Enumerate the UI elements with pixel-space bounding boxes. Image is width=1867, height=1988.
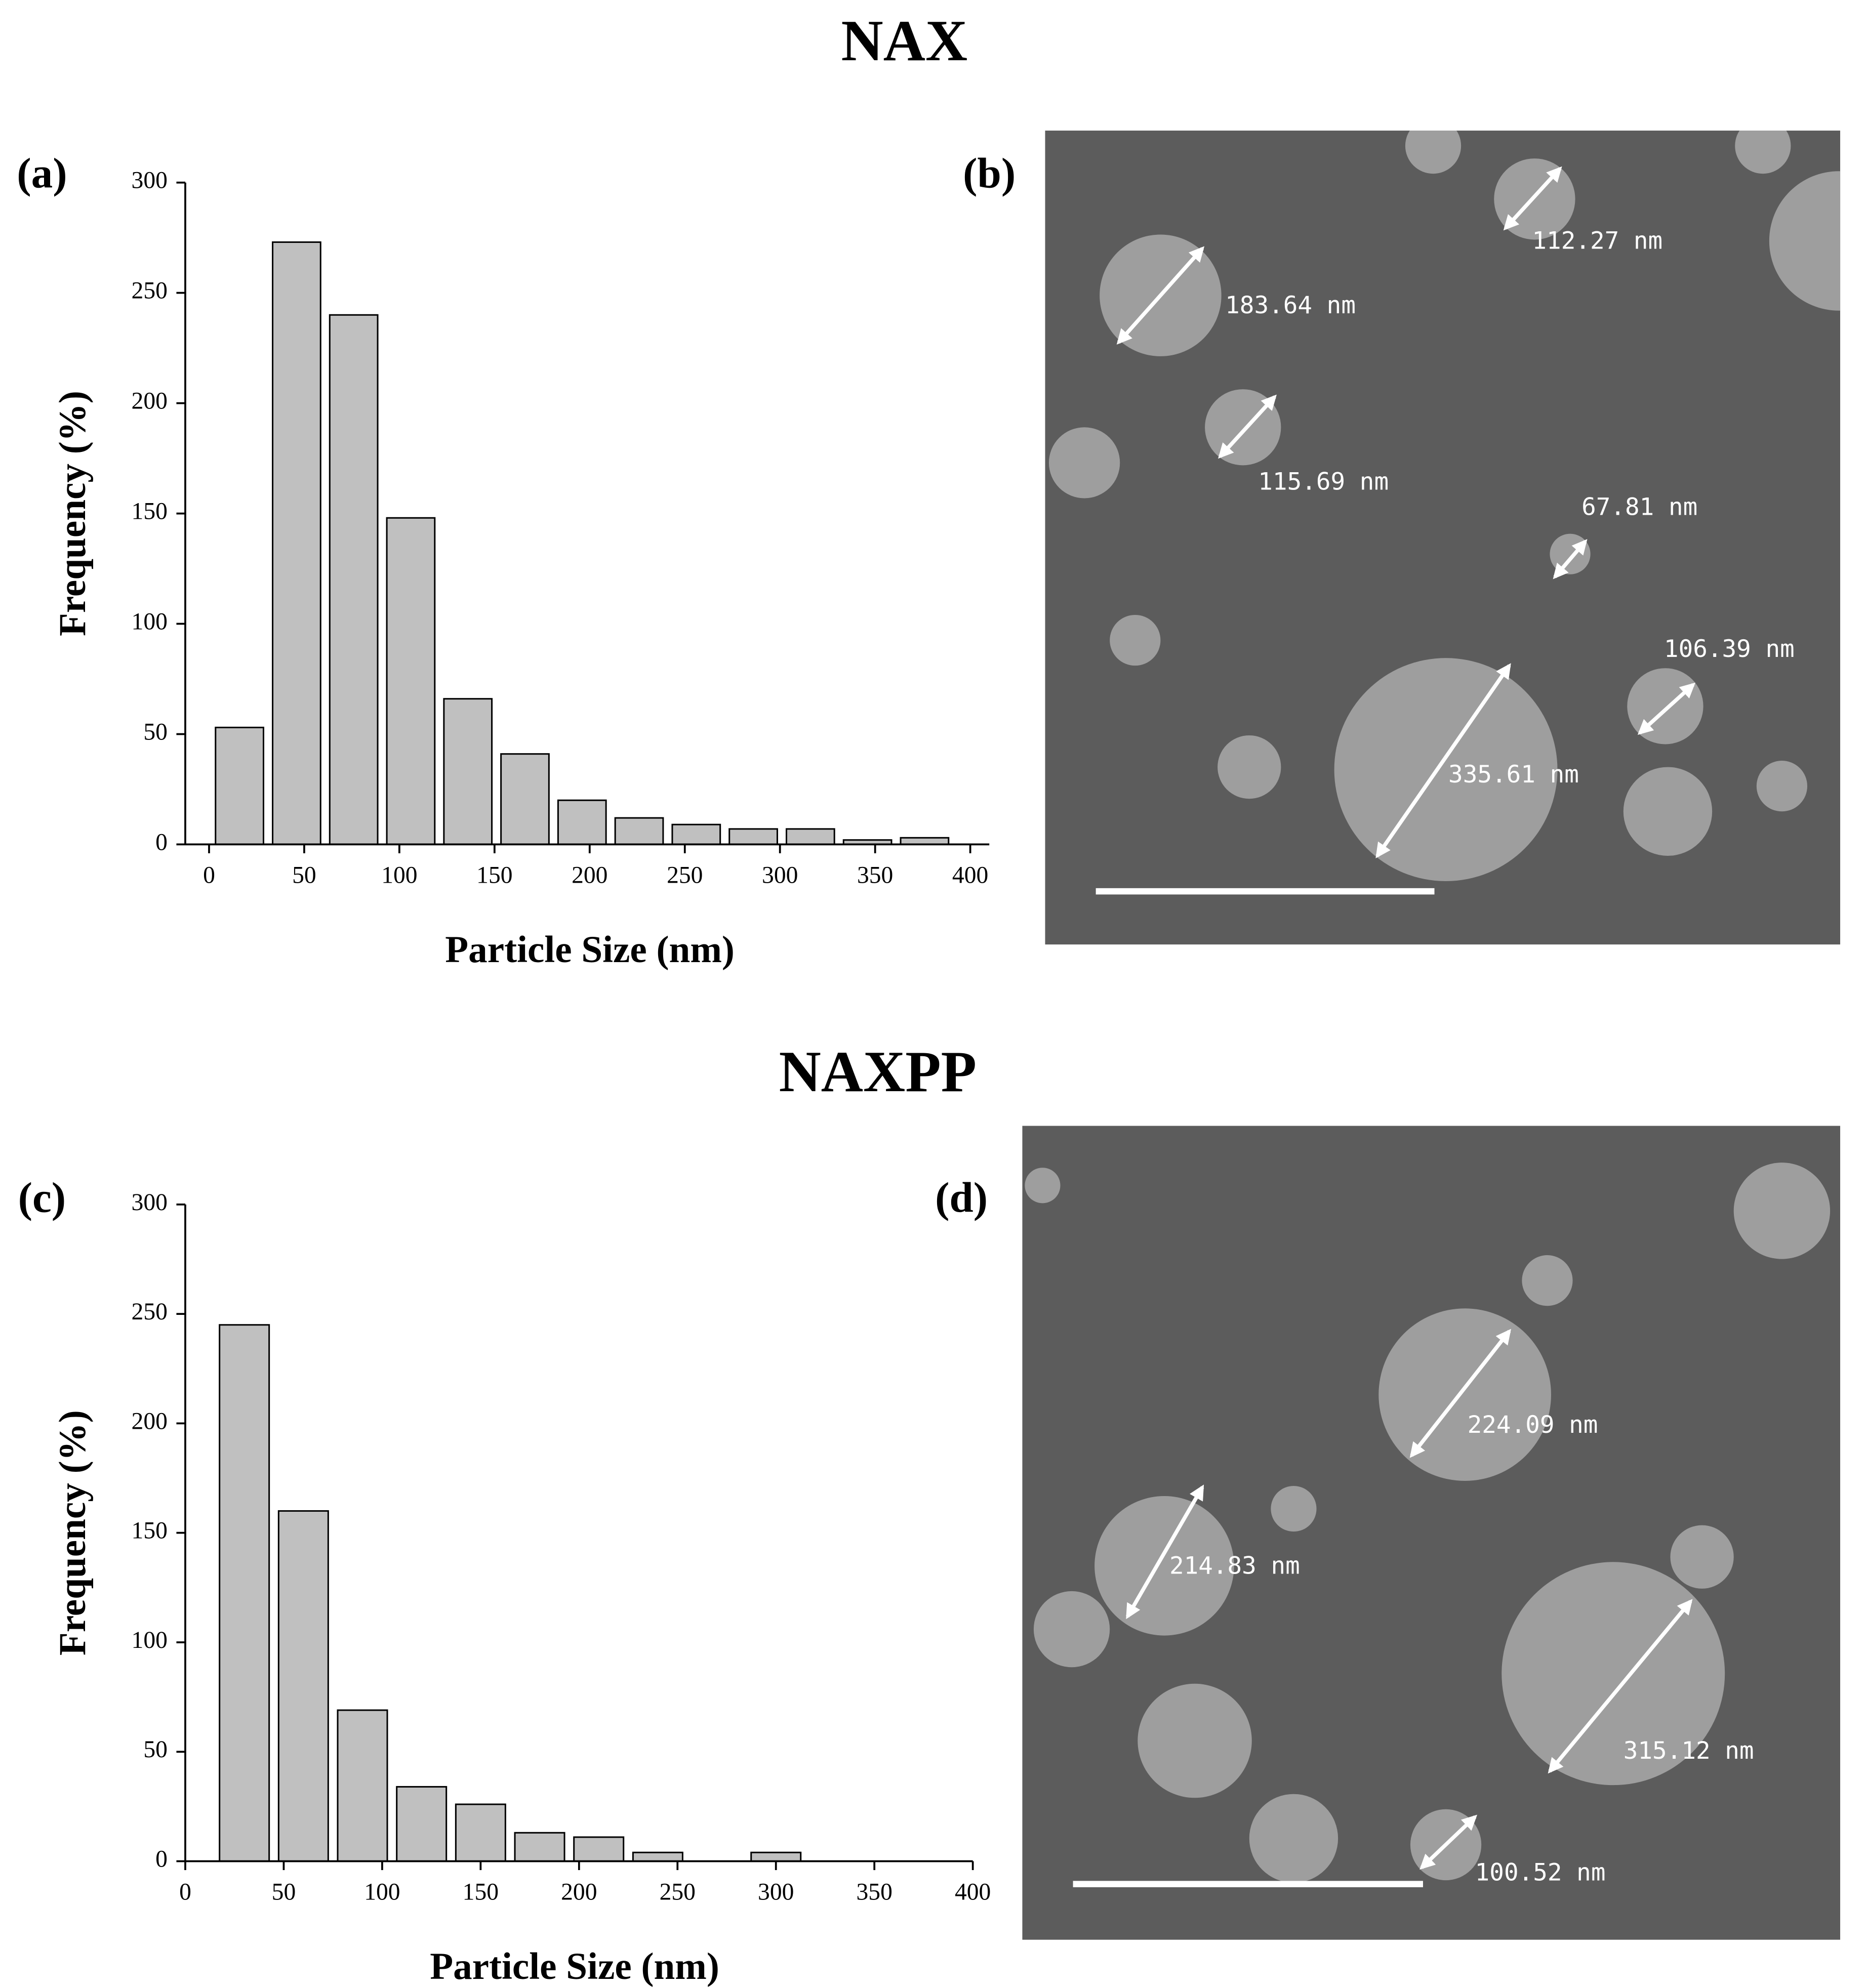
- bar: [272, 241, 321, 845]
- bar: [632, 1851, 683, 1862]
- annotation: 315.12 nm: [1624, 1737, 1754, 1765]
- bar: [500, 753, 550, 845]
- bar: [750, 1851, 802, 1862]
- y-tick-label: 200: [132, 1408, 168, 1434]
- y-axis-label: Frequency (%): [52, 1410, 94, 1655]
- x-tick-label: 200: [572, 862, 607, 888]
- bar: [455, 1803, 506, 1862]
- x-tick-label: 150: [476, 862, 512, 888]
- annotation: 115.69 nm: [1258, 468, 1389, 495]
- bar: [219, 1324, 270, 1862]
- bar: [329, 314, 379, 845]
- bar: [728, 828, 778, 845]
- y-tick-label: 300: [132, 1189, 168, 1216]
- bar: [215, 726, 264, 845]
- bar: [514, 1832, 565, 1862]
- bar: [386, 517, 436, 845]
- x-tick-label: 50: [272, 1879, 296, 1906]
- x-axis-label: Particle Size (nm): [430, 1945, 719, 1987]
- annotation: 183.64 nm: [1225, 292, 1356, 319]
- bar: [785, 828, 835, 845]
- x-tick-label: 250: [660, 1879, 696, 1906]
- y-tick-label: 0: [155, 829, 168, 855]
- panel-label: (c): [18, 1174, 66, 1221]
- x-tick-label: 150: [463, 1879, 499, 1906]
- bar: [277, 1510, 329, 1862]
- annotation: 106.39 nm: [1664, 635, 1795, 663]
- annotation: 224.09 nm: [1468, 1411, 1598, 1439]
- y-tick-label: 200: [132, 388, 168, 415]
- bar: [557, 799, 607, 845]
- x-tick-label: 350: [857, 1879, 892, 1906]
- x-tick-label: 100: [381, 862, 417, 888]
- micrograph: [1022, 1126, 1841, 1940]
- annotation: 335.61 nm: [1448, 761, 1579, 789]
- y-tick-label: 250: [132, 1299, 168, 1325]
- x-tick-label: 300: [758, 1879, 794, 1906]
- bar: [337, 1709, 388, 1862]
- y-tick-label: 150: [132, 498, 168, 524]
- figure-title: NAX: [841, 8, 968, 73]
- x-axis-label: Particle Size (nm): [445, 929, 735, 971]
- y-tick-label: 50: [143, 1736, 168, 1763]
- x-tick-label: 400: [955, 1879, 991, 1906]
- x-tick-label: 100: [364, 1879, 400, 1906]
- y-tick-label: 300: [132, 168, 168, 194]
- x-tick-label: 300: [762, 862, 798, 888]
- y-tick-label: 50: [143, 719, 168, 745]
- x-tick-label: 0: [179, 1879, 191, 1906]
- bar: [396, 1786, 448, 1862]
- bar: [671, 823, 721, 845]
- figure-title: NAXPP: [779, 1039, 977, 1104]
- x-tick-label: 50: [292, 862, 316, 888]
- x-tick-label: 350: [857, 862, 893, 888]
- panel-label: (b): [963, 149, 1016, 197]
- bar: [443, 698, 493, 845]
- x-tick-label: 200: [561, 1879, 597, 1906]
- y-tick-label: 250: [132, 278, 168, 304]
- annotation: 112.27 nm: [1532, 227, 1662, 255]
- x-tick-label: 400: [952, 862, 988, 888]
- panel-label: (d): [935, 1174, 988, 1221]
- annotation: 67.81 nm: [1581, 493, 1697, 521]
- x-tick-label: 250: [667, 862, 703, 888]
- annotation: 214.83 nm: [1169, 1552, 1300, 1580]
- y-tick-label: 150: [132, 1518, 168, 1544]
- bar: [573, 1836, 625, 1862]
- y-tick-label: 0: [155, 1846, 168, 1872]
- annotation: 100.52 nm: [1475, 1859, 1606, 1887]
- panel-label: (a): [17, 149, 67, 197]
- bar: [900, 837, 950, 845]
- y-tick-label: 100: [132, 608, 168, 635]
- bar: [614, 817, 664, 845]
- y-tick-label: 100: [132, 1627, 168, 1653]
- x-tick-label: 0: [203, 862, 215, 888]
- y-axis-label: Frequency (%): [52, 391, 94, 636]
- micrograph: [1045, 131, 1841, 945]
